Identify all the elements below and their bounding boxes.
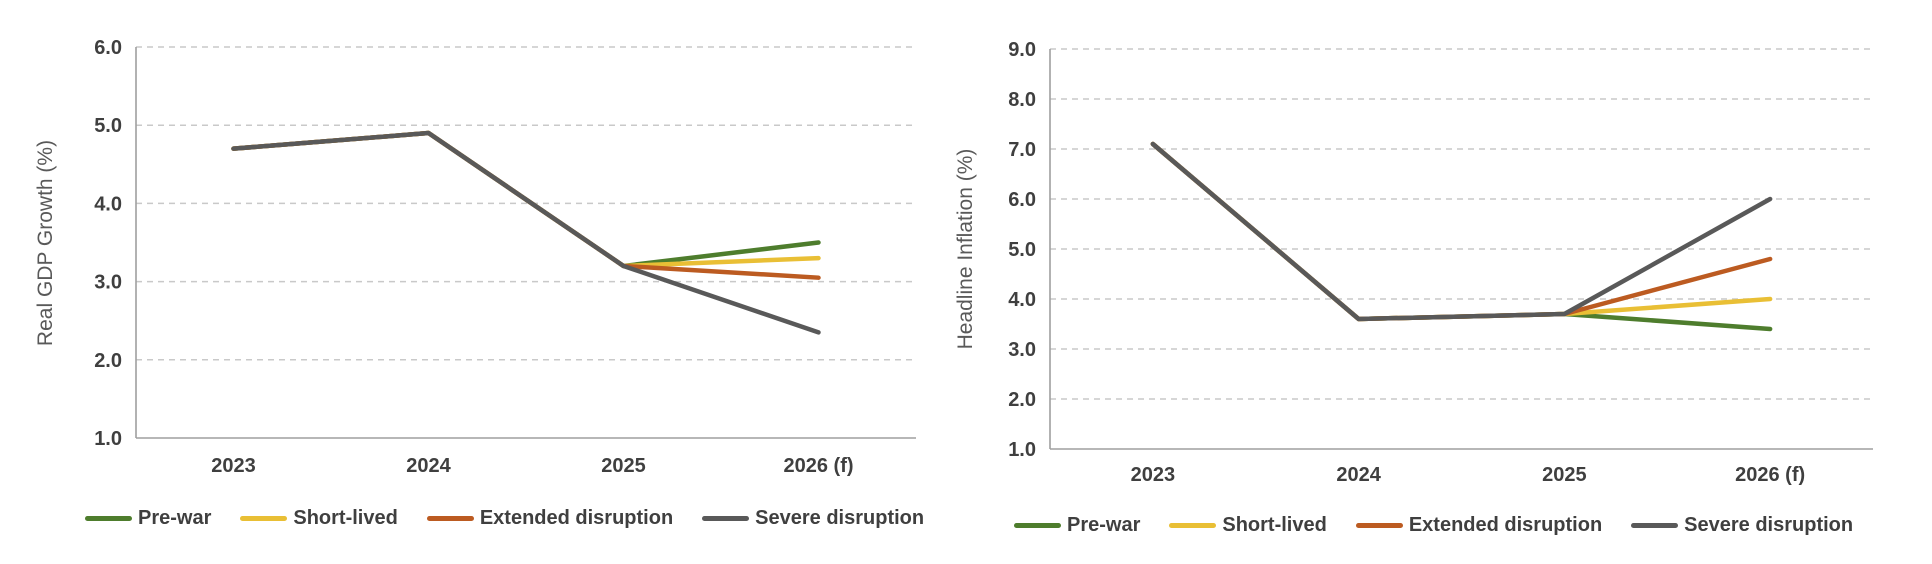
legend-item-pre-war: Pre-war	[1014, 514, 1140, 537]
y-tick-label: 2.0	[94, 350, 122, 372]
legend-item-pre-war: Pre-war	[85, 507, 211, 530]
y-axis-title-inflation: Headline Inflation (%)	[954, 149, 977, 350]
y-tick-label: 4.0	[94, 193, 122, 215]
x-category-label: 2026 (f)	[1735, 464, 1805, 486]
pre-war-line-swatch-icon	[85, 516, 132, 521]
legend-label: Pre-war	[1067, 514, 1141, 536]
series-line-severe-disruption	[231, 130, 821, 335]
legend-label: Pre-war	[138, 507, 212, 529]
y-axis-title-gdp: Real GDP Growth (%)	[34, 140, 57, 346]
extended-disruption-line-swatch-icon	[1355, 523, 1403, 528]
short-lived-line-swatch-icon	[1169, 523, 1217, 528]
x-category-label: 2023	[211, 455, 256, 477]
legend-item-short-lived: Short-lived	[1169, 514, 1327, 537]
gdp-chart-panel: Real GDP Growth (%) 6.0 5.0 4.0 3.0 2.0 1.0 20…	[34, 37, 916, 477]
inflation-chart-panel: Headline Inflation (%) 9.0 8.0 7.0 6.0 5.0 4.…	[954, 39, 1873, 486]
legend-label: Severe disruption	[1684, 514, 1854, 536]
x-category-label: 2024	[406, 455, 451, 477]
extended-disruption-line-swatch-icon	[426, 516, 474, 521]
y-tick-label: 5.0	[94, 115, 122, 137]
series-line-extended-disruption	[1150, 141, 1773, 322]
x-category-label: 2025	[1542, 464, 1587, 486]
y-tick-label: 3.0	[94, 272, 122, 294]
legend-label: Short-lived	[293, 507, 398, 529]
legend-label: Extended disruption	[1408, 514, 1603, 536]
legend-label: Short-lived	[1222, 514, 1327, 536]
y-tick-label: 1.0	[94, 428, 122, 450]
legend-item-severe-disruption: Severe disruption	[702, 507, 924, 530]
pre-war-line-swatch-icon	[1014, 523, 1061, 528]
y-tick-label: 9.0	[1008, 39, 1036, 61]
y-tick-label: 4.0	[1008, 289, 1036, 311]
y-tick-label: 5.0	[1008, 239, 1036, 261]
legend-item-extended-disruption: Extended disruption	[426, 507, 674, 530]
series-line-severe-disruption	[1150, 141, 1773, 322]
short-lived-line-swatch-icon	[240, 516, 288, 521]
x-category-label: 2024	[1336, 464, 1381, 486]
y-tick-label: 2.0	[1008, 389, 1036, 411]
series-line-short-lived	[1150, 141, 1773, 322]
x-category-label: 2026 (f)	[783, 455, 853, 477]
y-tick-label: 7.0	[1008, 139, 1036, 161]
legend-inflation-chart: Pre-war Short-lived Extended disruption …	[1014, 514, 1853, 537]
severe-disruption-line-swatch-icon	[1631, 523, 1679, 528]
y-tick-label: 6.0	[1008, 189, 1036, 211]
x-category-label: 2025	[601, 455, 646, 477]
y-tick-label: 1.0	[1008, 439, 1036, 461]
legend-label: Extended disruption	[479, 507, 674, 529]
legend-label: Severe disruption	[755, 507, 925, 529]
legend-item-extended-disruption: Extended disruption	[1355, 514, 1603, 537]
y-tick-label: 6.0	[94, 37, 122, 59]
legend-gdp-chart: Pre-war Short-lived Extended disruption …	[85, 507, 924, 530]
y-tick-label: 3.0	[1008, 339, 1036, 361]
y-tick-label: 8.0	[1008, 89, 1036, 111]
legend-item-short-lived: Short-lived	[240, 507, 398, 530]
severe-disruption-line-swatch-icon	[702, 516, 750, 521]
x-category-label: 2023	[1131, 464, 1176, 486]
series-line-extended-disruption	[231, 130, 821, 280]
series-line-pre-war	[1150, 141, 1773, 332]
legend-item-severe-disruption: Severe disruption	[1631, 514, 1853, 537]
